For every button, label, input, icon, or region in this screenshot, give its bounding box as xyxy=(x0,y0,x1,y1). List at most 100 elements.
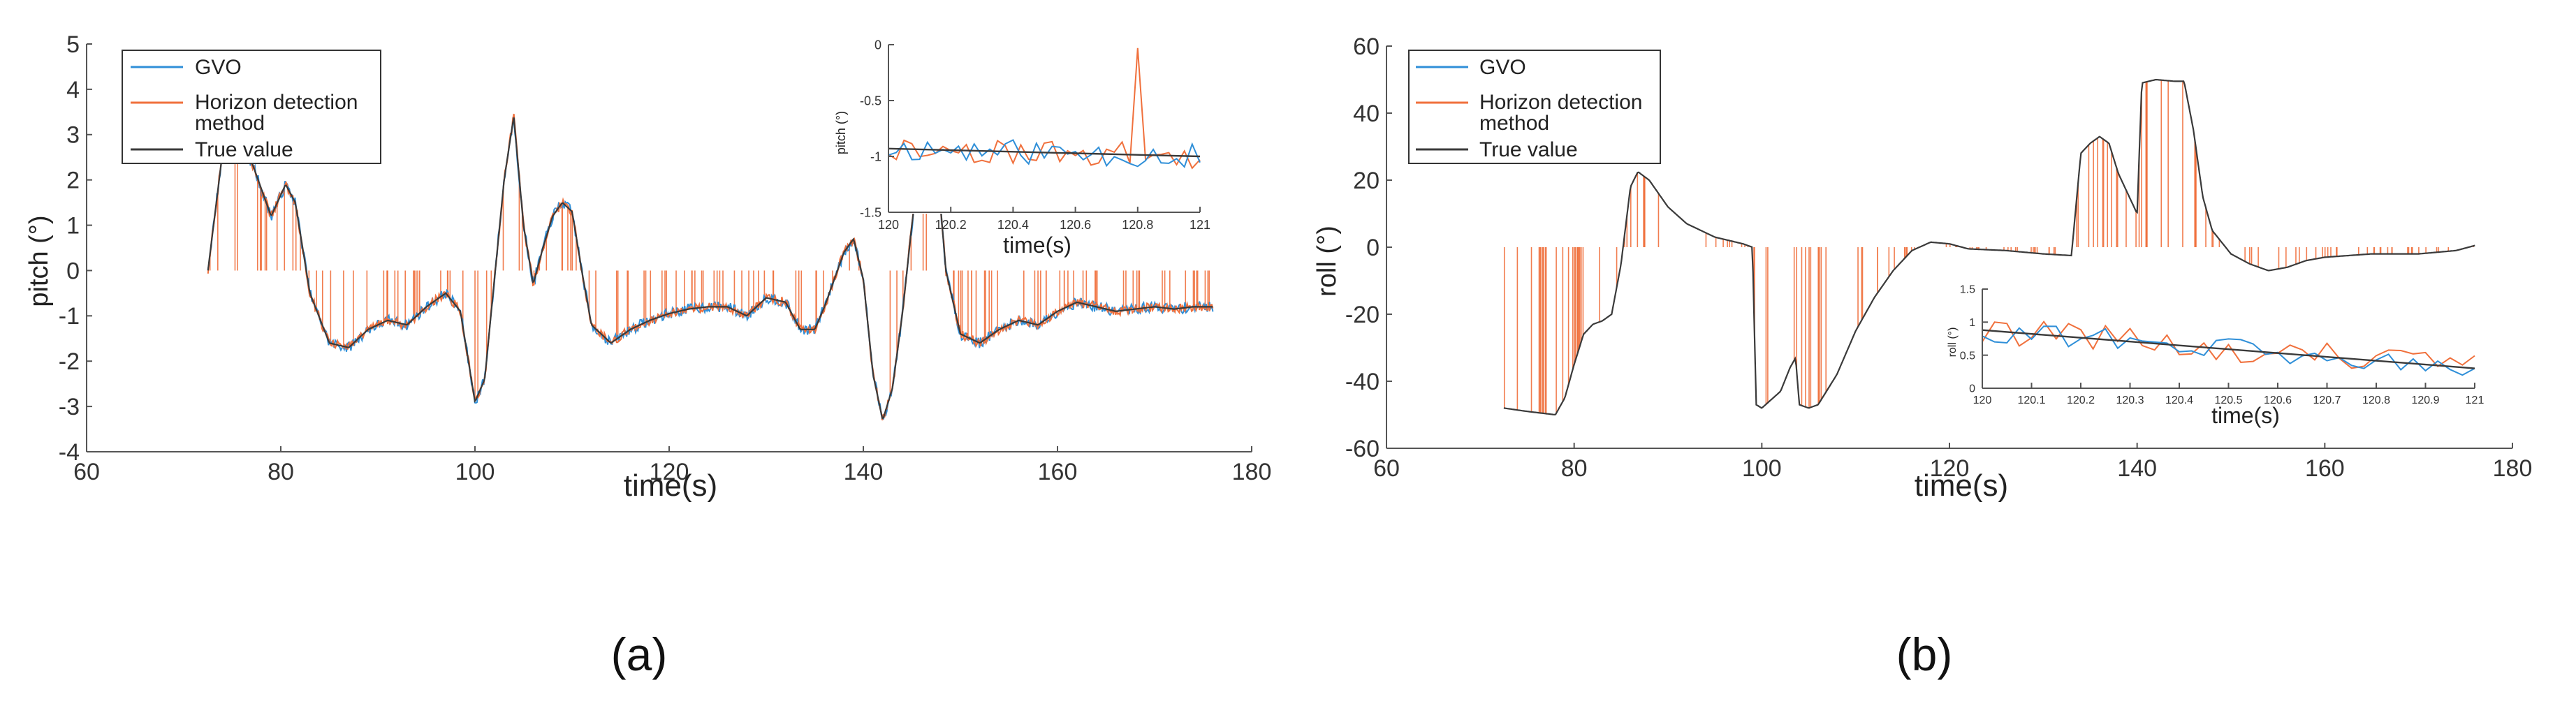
pitch-inset-y-tick-label: 0 xyxy=(874,38,881,52)
roll-inset-y-tick-label: 0 xyxy=(1969,383,1975,395)
pitch-series-marks xyxy=(207,113,1214,421)
pitch-legend-gvo-label: GVO xyxy=(195,56,242,79)
pitch-inset-x-tick-label: 120.8 xyxy=(1122,218,1153,232)
pitch-x-axis-label: time(s) xyxy=(624,469,717,503)
roll-x-tick-label: 80 xyxy=(1561,455,1588,482)
roll-inset-x-tick-label: 120 xyxy=(1973,395,1992,406)
roll-inset-y-tick-label: 1.5 xyxy=(1960,284,1975,296)
pitch-legend-horizon-label-1: Horizon detection xyxy=(195,91,358,114)
pitch-y-tick-label: 1 xyxy=(66,212,80,239)
roll-legend-box xyxy=(1408,50,1661,164)
roll-series-marks xyxy=(1503,79,2475,415)
pitch-y-tick-label: 0 xyxy=(66,258,80,284)
pitch-legend-box xyxy=(122,50,381,164)
roll-legend: GVO Horizon detection method True value xyxy=(1408,50,1661,164)
pitch-y-tick-label: 5 xyxy=(66,31,80,58)
pitch-inset-x-tick-label: 120.6 xyxy=(1060,218,1091,232)
pitch-legend: GVO Horizon detection method True value xyxy=(122,50,381,164)
pitch-y-tick-label: 4 xyxy=(66,77,80,103)
roll-y-tick-label: -40 xyxy=(1345,369,1380,395)
pitch-inset-x-tick-label: 120 xyxy=(878,218,899,232)
pitch-y-tick-label: -2 xyxy=(59,348,80,375)
panel-a-pitch-chart: 60 80 100 120 140 160 180 -4 -3 -2 -1 0 1 2 3 4 5 time(s… xyxy=(24,31,1271,503)
roll-inset-x-tick-label: 120.6 xyxy=(2264,395,2292,406)
pitch-inset-y-tick-label: -1 xyxy=(870,149,881,163)
pitch-inset-x-tick-label: 121 xyxy=(1190,218,1210,232)
roll-y-tick-label: -20 xyxy=(1345,302,1380,328)
pitch-inset-x-tick-label: 120.4 xyxy=(997,218,1029,232)
roll-legend-horizon-label-1: Horizon detection xyxy=(1479,91,1642,114)
pitch-horizon-series-line xyxy=(207,113,1214,421)
roll-x-tick-label: 60 xyxy=(1373,455,1400,482)
pitch-legend-true-value-label: True value xyxy=(195,138,293,161)
roll-inset-x-tick-label: 120.8 xyxy=(2362,395,2390,406)
roll-inset-gvo-series-line xyxy=(1982,325,2475,376)
roll-y-tick-label: 60 xyxy=(1353,34,1380,60)
panel-b-roll-chart: 60 80 100 120 140 160 180 -60 -40 -20 0 20 40 60 time… xyxy=(1312,34,2532,503)
roll-inset-y-tick-label: 0.5 xyxy=(1960,350,1975,362)
roll-inset-x-tick-label: 120.7 xyxy=(2313,395,2341,406)
pitch-inset-background xyxy=(887,43,1201,214)
roll-x-tick-label: 180 xyxy=(2493,455,2533,482)
roll-inset-y-tick-label: 1 xyxy=(1969,317,1975,329)
roll-inset-horizon-series-line xyxy=(1982,321,2475,369)
pitch-inset-y-tick-label: -1.5 xyxy=(860,205,881,219)
pitch-x-tick-label: 120 xyxy=(650,459,689,485)
roll-inset-x-tick-label: 120.2 xyxy=(2067,395,2095,406)
pitch-inset-series-marks xyxy=(888,47,1201,170)
panel-label-b: (b) xyxy=(1896,628,1953,680)
roll-axes: 60 80 100 120 140 160 180 -60 -40 -20 0 20 40 60 xyxy=(1345,34,2533,482)
pitch-x-tick-label: 140 xyxy=(844,459,884,485)
roll-inset-x-axis-label: time(s) xyxy=(2211,403,2280,428)
pitch-x-tick-label: 60 xyxy=(73,459,100,485)
roll-legend-true-value-label: True value xyxy=(1479,138,1578,161)
roll-inset-chart: 120 120.1 120.2 120.3 120.4 120.5 120.6 120.7 12… xyxy=(1947,278,2484,440)
pitch-axes: 60 80 100 120 140 160 180 -4 -3 -2 -1 0 1 2 3 4 5 xyxy=(59,31,1272,485)
pitch-inset-y-tick-label: -0.5 xyxy=(860,94,881,108)
roll-x-tick-label: 120 xyxy=(1930,455,1970,482)
pitch-y-tick-label: -4 xyxy=(59,439,80,466)
pitch-inset-x-axis-label: time(s) xyxy=(1003,233,1071,258)
pitch-y-axis-label: pitch (°) xyxy=(24,215,54,307)
pitch-y-tick-label: 3 xyxy=(66,122,80,149)
pitch-y-tick-label: -1 xyxy=(59,303,80,330)
pitch-inset-gvo-series-line xyxy=(888,139,1201,168)
roll-inset-x-tick-label: 120.4 xyxy=(2165,395,2193,406)
pitch-x-tick-label: 80 xyxy=(268,459,294,485)
roll-inset-axes: 120 120.1 120.2 120.3 120.4 120.5 120.6 120.7 12… xyxy=(1960,284,2484,406)
roll-inset-x-tick-label: 121 xyxy=(2466,395,2484,406)
roll-true-value-series-line xyxy=(1503,79,2475,415)
pitch-y-tick-label: 2 xyxy=(66,168,80,194)
roll-y-tick-label: 40 xyxy=(1353,101,1380,127)
roll-x-tick-label: 100 xyxy=(1742,455,1782,482)
roll-inset-x-tick-label: 120.3 xyxy=(2116,395,2144,406)
pitch-y-tick-label: -3 xyxy=(59,394,80,420)
pitch-x-tick-label: 180 xyxy=(1232,459,1272,485)
roll-inset-true-value-series-line xyxy=(1982,329,2475,369)
roll-x-tick-label: 140 xyxy=(2117,455,2157,482)
pitch-inset-true-value-series-line xyxy=(888,147,1201,158)
pitch-x-tick-label: 160 xyxy=(1038,459,1078,485)
roll-inset-x-tick-label: 120.9 xyxy=(2411,395,2439,406)
roll-y-tick-label: 0 xyxy=(1366,235,1380,261)
pitch-legend-horizon-label-2: method xyxy=(195,112,265,135)
roll-x-tick-label: 160 xyxy=(2305,455,2345,482)
roll-y-tick-label: -60 xyxy=(1345,436,1380,462)
roll-legend-horizon-label-2: method xyxy=(1479,112,1549,135)
panel-label-a: (a) xyxy=(611,628,668,680)
roll-inset-x-tick-label: 120.1 xyxy=(2017,395,2045,406)
roll-y-axis-label: roll (°) xyxy=(1312,226,1342,297)
roll-inset-y-axis-label: roll (°) xyxy=(1947,327,1959,358)
roll-legend-gvo-label: GVO xyxy=(1479,56,1526,79)
pitch-inset-x-tick-label: 120.2 xyxy=(935,218,967,232)
pitch-x-tick-label: 100 xyxy=(455,459,495,485)
pitch-inset-chart: 120 120.2 120.4 120.6 120.8 121 -1.5 -1 -0.5 0 ti… xyxy=(834,38,1210,258)
roll-y-tick-label: 20 xyxy=(1353,168,1380,194)
roll-inset-series-marks xyxy=(1982,321,2475,376)
pitch-inset-axes: 120 120.2 120.4 120.6 120.8 121 -1.5 -1 -0.5 0 xyxy=(860,38,1210,232)
roll-x-axis-label: time(s) xyxy=(1915,469,2008,503)
roll-inset-x-tick-label: 120.5 xyxy=(2214,395,2242,406)
pitch-true-value-series-line xyxy=(207,117,1213,420)
pitch-inset-y-axis-label: pitch (°) xyxy=(834,111,848,154)
